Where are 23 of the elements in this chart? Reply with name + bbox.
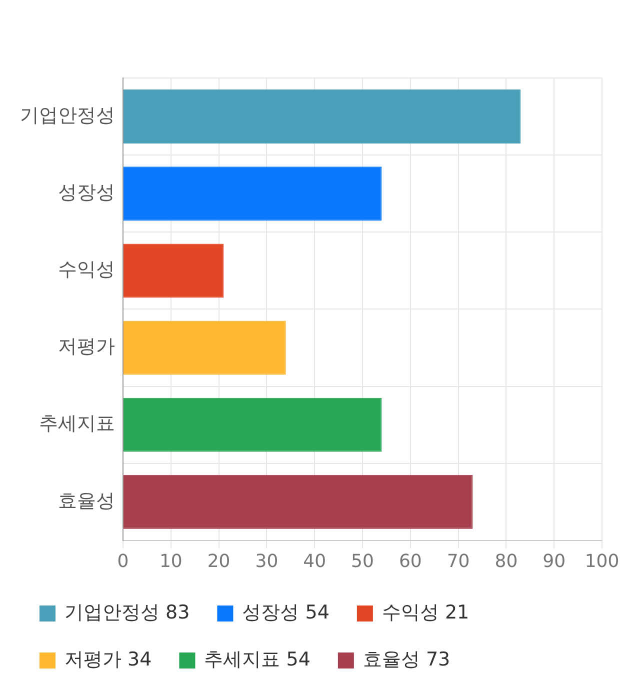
legend-label: 효율성 73 xyxy=(362,648,450,670)
x-tick-label: 100 xyxy=(584,550,620,572)
legend-label: 저평가 34 xyxy=(64,648,152,670)
y-tick-label: 추세지표 xyxy=(39,412,115,435)
y-tick-label: 기업안정성 xyxy=(20,104,115,126)
x-tick-label: 40 xyxy=(303,550,326,572)
legend-label: 기업안정성 83 xyxy=(64,601,190,624)
legend-label: 수익성 21 xyxy=(382,601,470,624)
legend-label: 성장성 54 xyxy=(242,601,330,624)
x-tick-label: 90 xyxy=(542,550,566,572)
x-tick-label: 0 xyxy=(117,550,129,572)
x-tick-label: 30 xyxy=(255,550,278,572)
x-tick-label: 10 xyxy=(159,550,182,572)
legend-label: 추세지표 54 xyxy=(204,648,310,670)
x-tick-label: 60 xyxy=(398,550,422,572)
y-tick-label: 성장성 xyxy=(58,182,115,204)
y-tick-label: 효율성 xyxy=(58,490,115,512)
x-tick-label: 70 xyxy=(446,550,470,572)
y-tick-label: 수익성 xyxy=(58,258,115,281)
x-tick-label: 20 xyxy=(207,550,230,572)
x-tick-label: 80 xyxy=(494,550,518,572)
y-tick-label: 저평가 xyxy=(58,336,115,358)
x-tick-label: 50 xyxy=(351,550,374,572)
